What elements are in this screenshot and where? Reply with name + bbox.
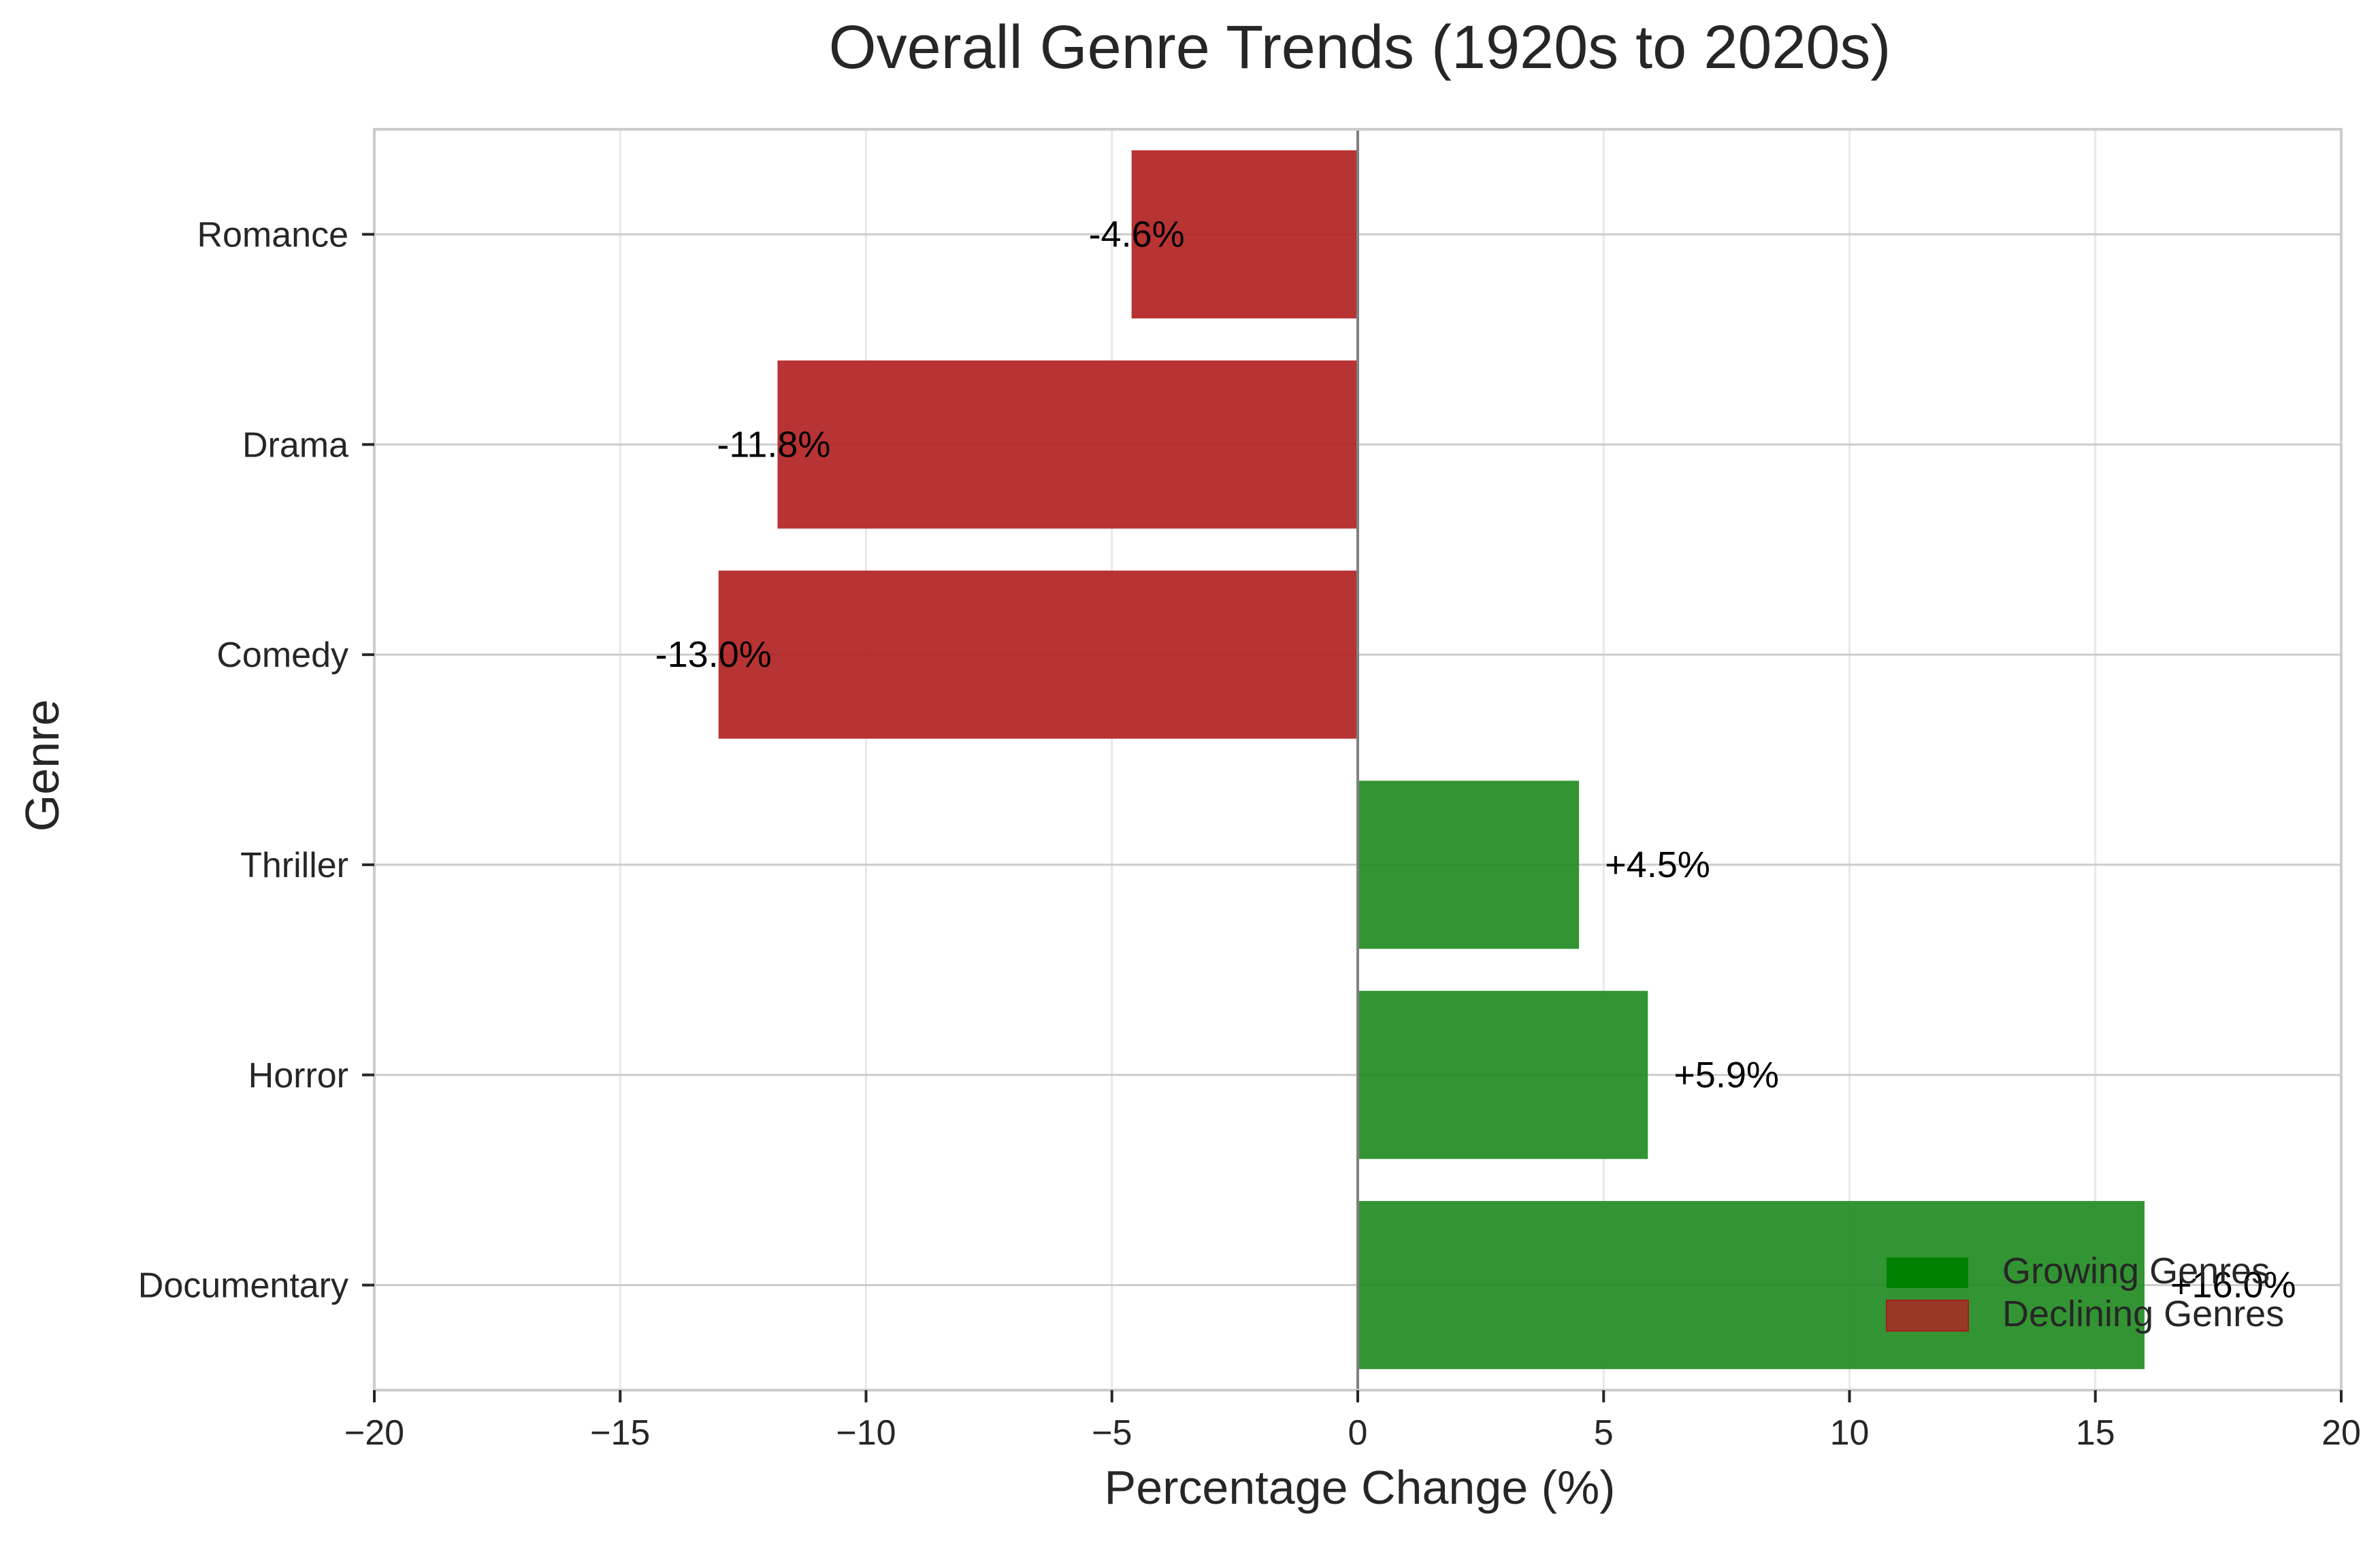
x-tick-label: 20 [2321,1413,2361,1453]
bar [718,570,1358,739]
y-axis-label: Genre [16,699,69,832]
bar [1131,150,1358,318]
x-axis-label: Percentage Change (%) [1105,1461,1616,1514]
data-label: -13.0% [655,634,772,675]
data-label: -11.8% [717,424,830,465]
x-tick-label: 0 [1348,1413,1368,1453]
data-label: +4.5% [1605,844,1710,885]
x-tick-label: −5 [1092,1413,1132,1453]
y-tick-label: Horror [248,1056,348,1096]
y-tick-label: Documentary [138,1266,348,1306]
bar [777,360,1358,529]
y-tick-label: Comedy [216,636,348,675]
bars-layer [718,129,2145,1390]
data-label: -4.6% [1089,214,1185,254]
ticks-layer: −20 −15 −10 −5 0 5 10 15 20 Documentary Horror Thri… [138,215,2361,1453]
x-tick-label: −15 [590,1413,650,1453]
legend-label: Growing Genres [2002,1251,2270,1291]
y-tick-label: Romance [197,215,348,254]
data-label: +5.9% [1674,1055,1779,1096]
data-label: +16.0% [2170,1265,2296,1306]
y-tick-label: Thriller [240,846,348,885]
x-tick-label: 5 [1594,1413,1614,1453]
legend-label: Declining Genres [2002,1294,2284,1334]
legend-swatch [1886,1300,1969,1332]
x-tick-label: −10 [836,1413,896,1453]
legend-swatch [1887,1257,1968,1288]
bar [1358,1201,2145,1370]
y-tick-label: Drama [242,425,348,465]
bar [1358,780,1580,949]
chart-title: Overall Genre Trends (1920s to 2020s) [829,14,1891,82]
bar [1358,991,1648,1159]
x-tick-label: −20 [344,1413,404,1453]
x-tick-label: 15 [2076,1413,2115,1453]
data-labels-layer: +16.0% +5.9% +4.5% -13.0% -11.8% -4.6% [655,214,2296,1305]
x-tick-label: 10 [1830,1413,1870,1453]
